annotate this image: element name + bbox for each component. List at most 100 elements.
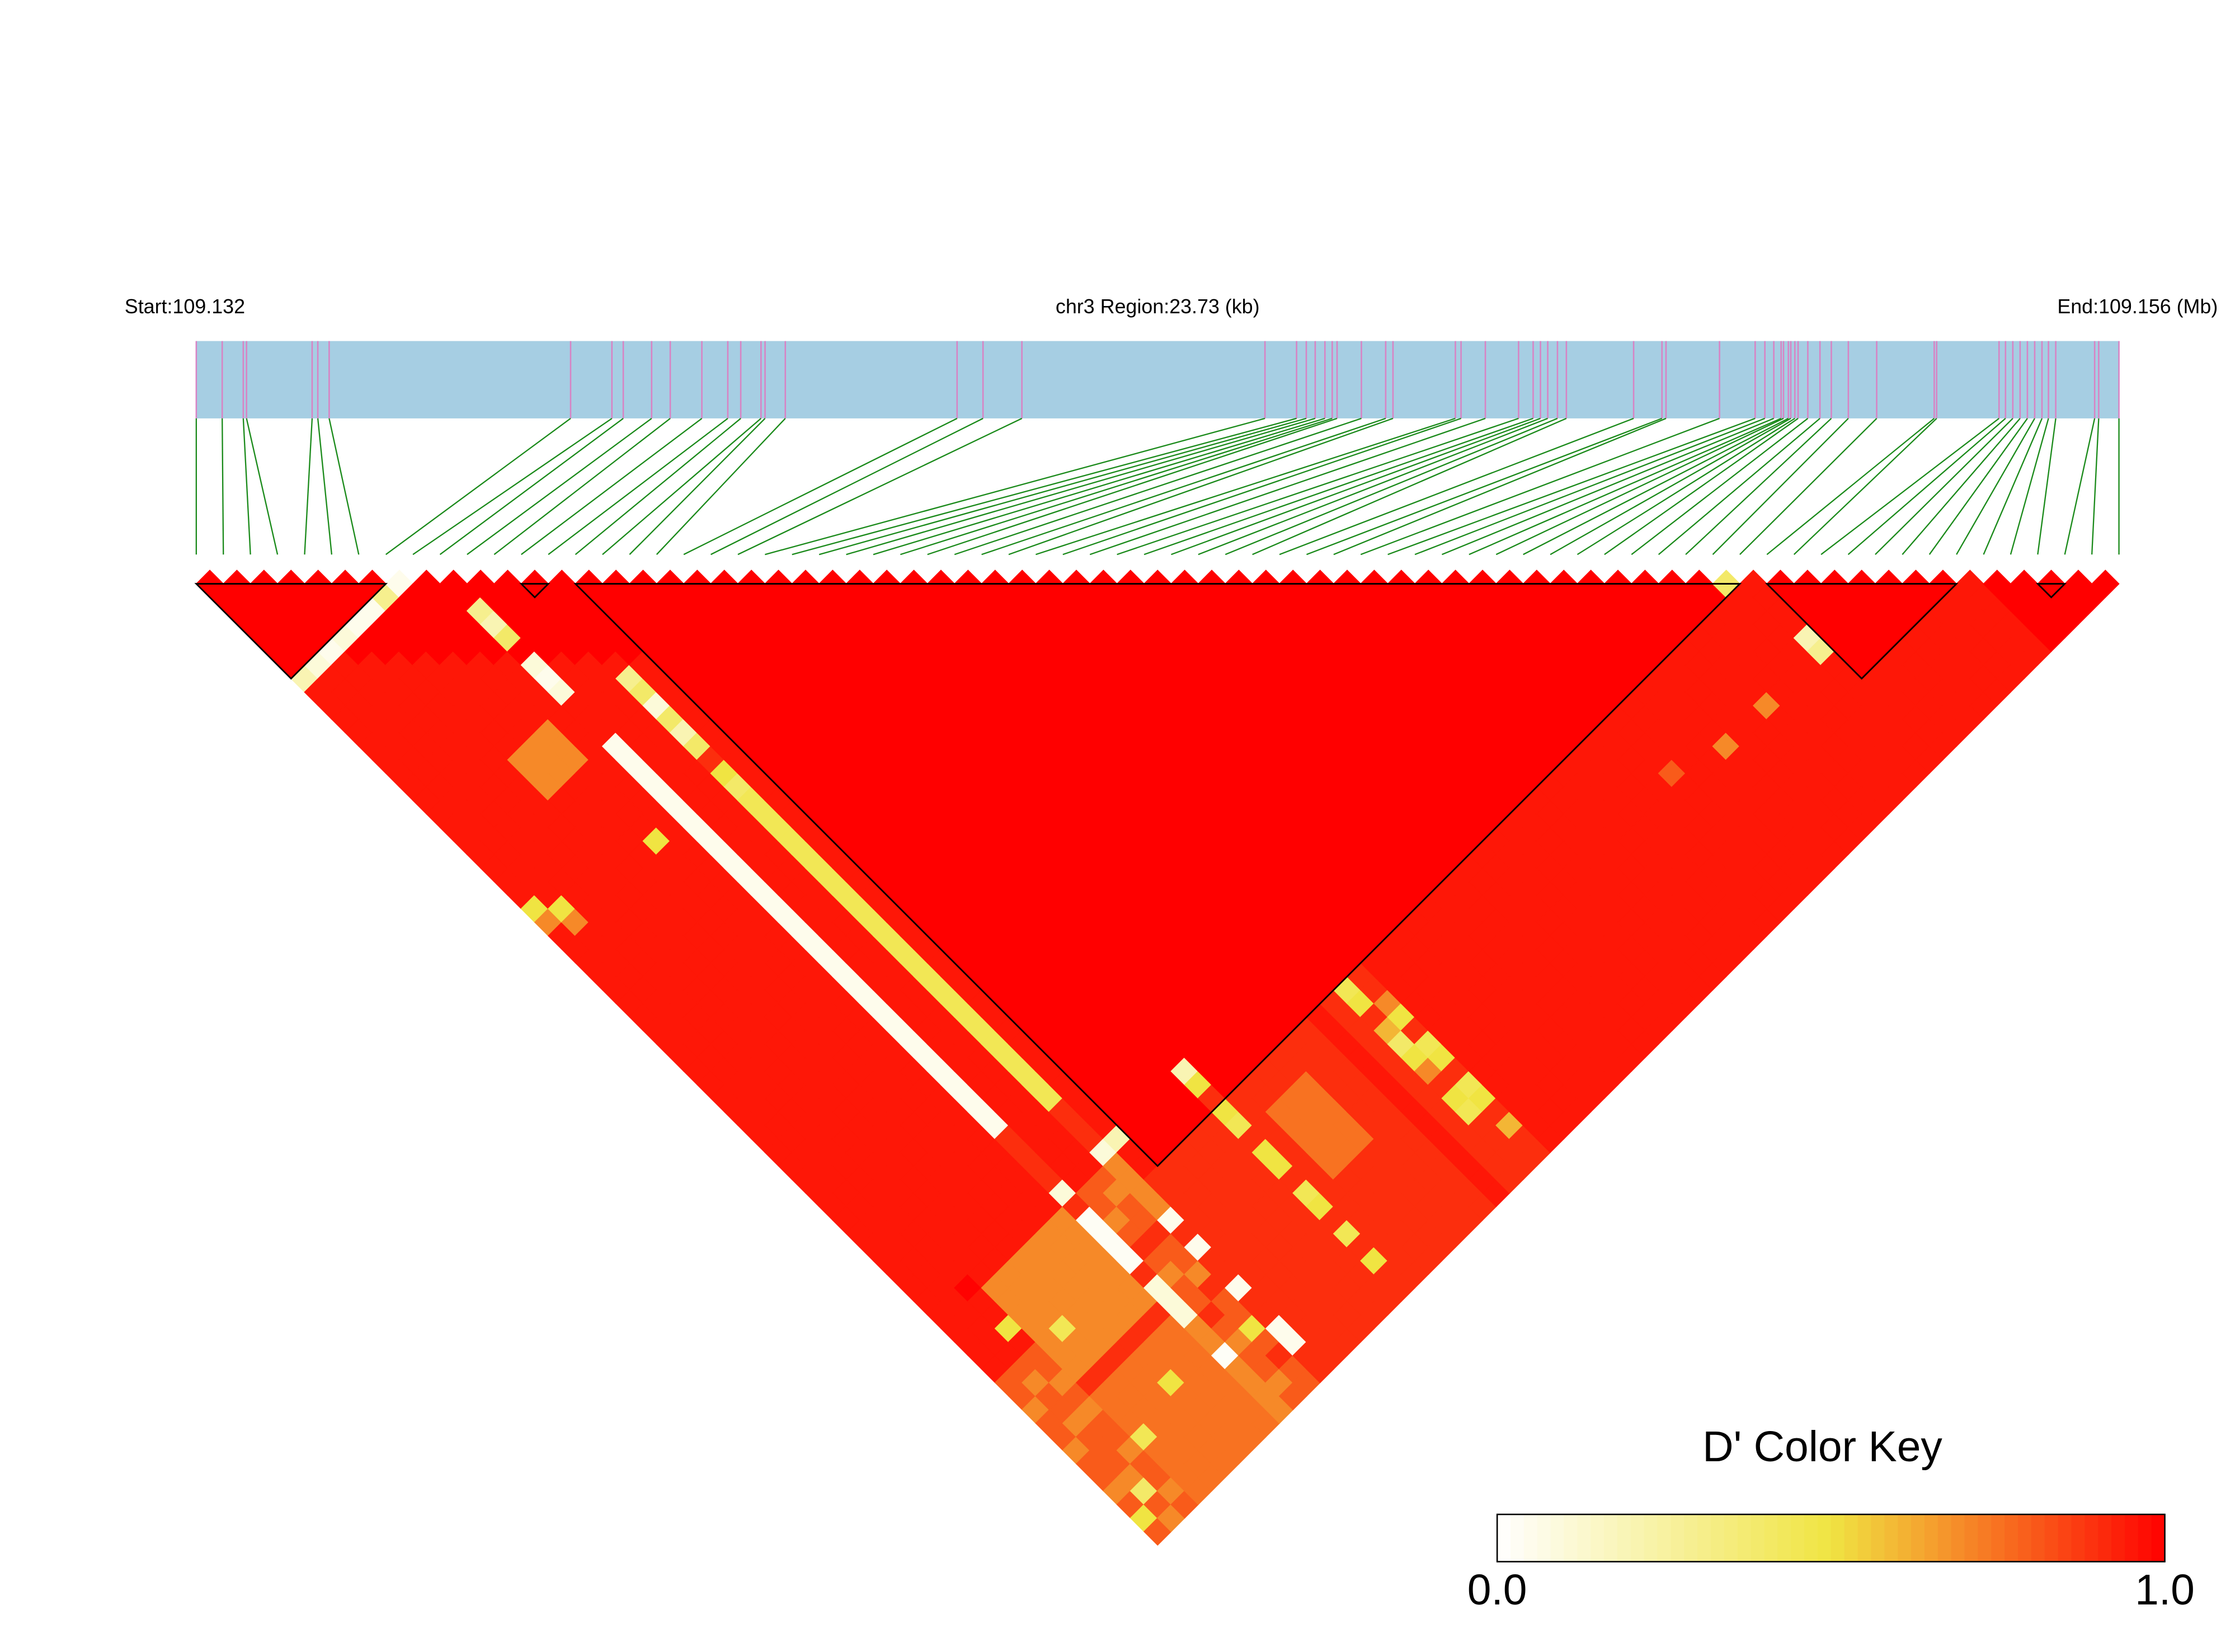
key-swatch: [1564, 1514, 1578, 1562]
key-swatch: [2005, 1514, 2018, 1562]
snp-connector: [1875, 418, 2013, 556]
snp-connector: [2037, 418, 2057, 555]
snp-connector: [1712, 418, 1849, 556]
key-swatch: [1617, 1514, 1631, 1562]
key-swatch: [1537, 1514, 1551, 1562]
snp-connector: [1523, 417, 1789, 556]
snp-connector: [2010, 418, 2049, 555]
region-label: chr3 Region:23.73 (kb): [1056, 295, 1260, 318]
snp-connector: [765, 417, 1265, 556]
snp-connector: [1820, 418, 1999, 556]
snp-connector: [493, 418, 671, 556]
snp-connector: [1766, 418, 1935, 556]
key-swatch: [1630, 1514, 1645, 1562]
key-swatch: [1817, 1514, 1832, 1562]
key-swatch: [1844, 1514, 1858, 1562]
snp-connector: [1847, 418, 2006, 556]
snp-connector: [683, 417, 958, 556]
snp-connector: [1739, 418, 1878, 556]
key-swatch: [1871, 1514, 1885, 1562]
snp-connector: [954, 417, 1362, 556]
ld-block-outline: [519, 583, 550, 599]
snp-connector: [242, 418, 251, 555]
snp-connector: [1333, 417, 1667, 556]
snp-connector: [246, 418, 279, 555]
key-swatch: [1550, 1514, 1565, 1562]
snp-connector: [737, 417, 1023, 556]
snp-connector: [900, 417, 1333, 556]
snp-connector: [1279, 417, 1634, 556]
ld-cell: [2091, 570, 2120, 598]
snp-connector: [873, 417, 1325, 556]
snp-connector: [818, 417, 1307, 556]
snp-connector: [846, 417, 1316, 556]
key-swatch: [2031, 1514, 2045, 1562]
key-swatch: [1791, 1514, 1805, 1562]
snp-connector: [2091, 418, 2100, 555]
key-swatch: [1737, 1514, 1752, 1562]
key-swatch: [1577, 1514, 1592, 1562]
snp-connector: [304, 418, 313, 555]
snp-connector: [1252, 417, 1567, 556]
snp-connector: [1793, 418, 1937, 556]
key-swatch: [1724, 1514, 1738, 1562]
key-swatch: [2085, 1514, 2099, 1562]
key-swatch: [2098, 1514, 2112, 1562]
snp-connector: [1225, 417, 1558, 556]
key-swatch: [1911, 1514, 1925, 1562]
snp-connector: [629, 418, 766, 556]
snp-connector: [439, 417, 624, 556]
key-swatch: [2124, 1514, 2139, 1562]
key-swatch: [1937, 1514, 1952, 1562]
key-swatch: [1591, 1514, 1605, 1562]
snp-connector: [981, 417, 1386, 556]
snp-connector: [385, 417, 571, 556]
key-tick-label: 1.0: [2135, 1566, 2195, 1614]
key-swatch: [1857, 1514, 1872, 1562]
key-swatch: [1764, 1514, 1778, 1562]
snp-connector: [1658, 418, 1820, 556]
end-label: End:109.156 (Mb): [2057, 295, 2218, 318]
snp-connector: [1902, 418, 2021, 555]
key-swatch: [1497, 1514, 1512, 1562]
snp-connector: [222, 418, 224, 555]
snp-connector: [792, 417, 1297, 556]
key-swatch: [1644, 1514, 1658, 1562]
snp-connector: [1577, 417, 1795, 556]
snp-connector: [575, 418, 741, 556]
snp-connector: [1360, 417, 1720, 556]
snp-connector: [1036, 417, 1456, 556]
snp-connector: [1685, 418, 1832, 556]
snp-connector: [1414, 417, 1766, 556]
key-swatch: [1657, 1514, 1672, 1562]
key-swatch: [2111, 1514, 2125, 1562]
snp-connector: [1387, 417, 1756, 556]
snp-connector: [317, 418, 333, 555]
key-swatch: [1964, 1514, 1979, 1562]
snp-connector: [2064, 418, 2096, 555]
key-swatch: [1697, 1514, 1712, 1562]
snp-connector: [1089, 417, 1486, 556]
snp-connector: [1956, 418, 2035, 555]
key-swatch: [1711, 1514, 1725, 1562]
snp-connector: [1604, 417, 1799, 556]
key-title: D' Color Key: [1702, 1423, 1942, 1471]
key-swatch: [1523, 1514, 1538, 1562]
key-swatch: [2151, 1514, 2166, 1562]
snp-connector: [328, 418, 360, 555]
key-swatch: [1511, 1514, 1524, 1562]
key-swatch: [2071, 1514, 2086, 1562]
snp-connector: [467, 417, 652, 556]
key-swatch: [2058, 1514, 2072, 1562]
key-swatch: [1831, 1514, 1845, 1562]
snp-connector: [1631, 418, 1809, 556]
snp-connector: [1198, 417, 1548, 556]
snp-connector: [1062, 417, 1461, 556]
key-swatch: [1671, 1514, 1685, 1562]
snp-connector: [927, 417, 1338, 556]
key-swatch: [1924, 1514, 1938, 1562]
snp-connector: [602, 418, 762, 556]
snp-connector: [1928, 418, 2028, 555]
